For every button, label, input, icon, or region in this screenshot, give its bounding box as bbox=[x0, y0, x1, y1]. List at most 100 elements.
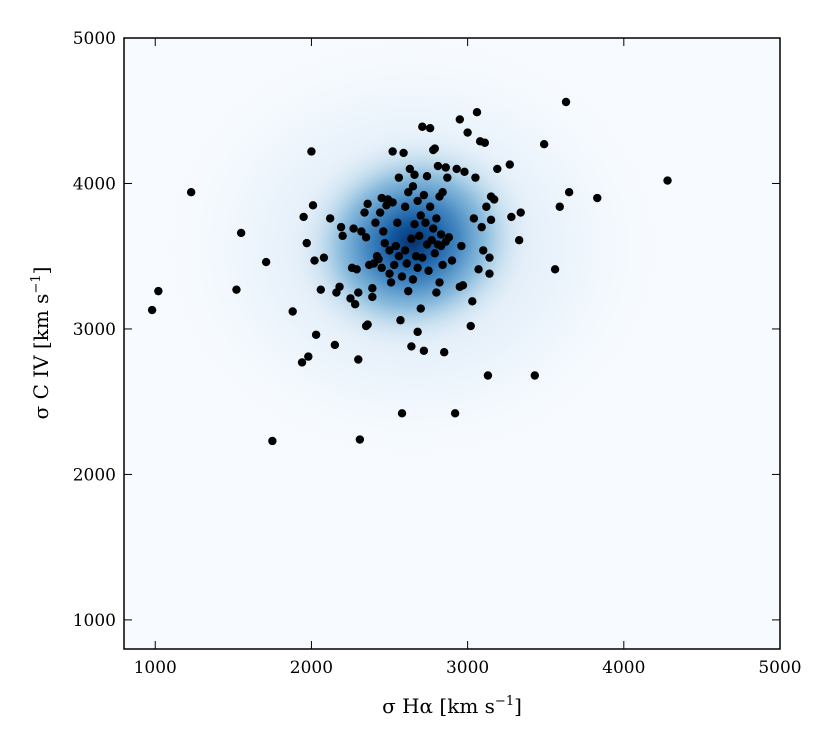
data-point bbox=[357, 227, 366, 236]
data-point bbox=[355, 435, 365, 444]
data-point bbox=[404, 188, 413, 197]
data-point bbox=[311, 330, 321, 339]
data-point bbox=[561, 97, 571, 107]
data-point bbox=[261, 257, 271, 267]
y-tick-label: 5000 bbox=[73, 29, 116, 49]
data-point bbox=[268, 436, 277, 446]
data-point bbox=[424, 266, 433, 275]
data-point bbox=[377, 263, 386, 273]
data-point bbox=[427, 236, 436, 245]
data-point bbox=[346, 294, 355, 303]
data-point bbox=[421, 218, 430, 227]
data-point bbox=[555, 202, 564, 211]
data-point bbox=[477, 222, 486, 232]
data-point bbox=[468, 297, 477, 306]
data-point bbox=[485, 269, 494, 278]
data-point bbox=[394, 173, 404, 182]
data-point bbox=[304, 352, 313, 361]
data-point bbox=[422, 172, 432, 181]
plot-area bbox=[124, 38, 780, 649]
data-point bbox=[439, 348, 449, 357]
data-point bbox=[319, 253, 329, 262]
data-point bbox=[430, 144, 440, 153]
data-point bbox=[444, 233, 454, 242]
data-point bbox=[232, 285, 241, 294]
data-point bbox=[432, 288, 441, 297]
data-point bbox=[385, 269, 394, 278]
data-point bbox=[433, 161, 443, 171]
x-tick-label: 3000 bbox=[446, 658, 489, 678]
data-point bbox=[394, 252, 404, 261]
data-point bbox=[480, 138, 489, 147]
data-point bbox=[299, 212, 308, 222]
data-point bbox=[338, 231, 347, 241]
y-axis-label: σ C IV [km s−1] bbox=[29, 267, 53, 420]
data-points bbox=[147, 97, 672, 446]
data-point bbox=[350, 300, 360, 309]
data-point bbox=[368, 284, 377, 293]
data-point bbox=[472, 107, 482, 117]
data-point bbox=[393, 218, 402, 227]
data-point bbox=[186, 188, 196, 197]
data-point bbox=[455, 115, 465, 124]
data-point bbox=[466, 321, 475, 331]
data-point bbox=[397, 272, 407, 281]
data-point bbox=[408, 182, 418, 191]
x-tick-label: 5000 bbox=[758, 658, 801, 678]
x-tick-label: 4000 bbox=[602, 658, 645, 678]
data-point bbox=[463, 128, 472, 137]
data-point bbox=[441, 163, 450, 172]
data-point bbox=[413, 263, 422, 273]
density-background bbox=[143, 38, 683, 478]
data-point bbox=[458, 281, 468, 290]
data-point bbox=[354, 355, 363, 364]
data-point bbox=[493, 164, 502, 174]
data-point bbox=[396, 316, 405, 325]
data-point bbox=[330, 340, 340, 350]
data-point bbox=[410, 220, 419, 229]
data-point bbox=[385, 246, 394, 255]
data-point bbox=[288, 307, 297, 316]
data-point bbox=[469, 214, 479, 223]
data-point bbox=[457, 241, 466, 251]
data-point bbox=[388, 147, 397, 156]
data-point bbox=[391, 241, 400, 251]
data-point bbox=[154, 286, 163, 296]
data-point bbox=[361, 233, 371, 242]
data-point bbox=[452, 164, 461, 174]
data-point bbox=[514, 236, 524, 245]
data-point bbox=[415, 231, 424, 241]
data-point bbox=[335, 282, 344, 291]
y-tick-label: 4000 bbox=[73, 174, 116, 194]
x-axis-label: σ Hα [km s−1] bbox=[382, 694, 522, 718]
data-point bbox=[379, 227, 388, 236]
data-point bbox=[147, 305, 157, 315]
x-tick-label: 2000 bbox=[290, 658, 333, 678]
data-point bbox=[419, 190, 429, 200]
data-point bbox=[325, 214, 335, 223]
data-point bbox=[349, 224, 358, 233]
data-point bbox=[447, 256, 457, 265]
data-point bbox=[418, 253, 427, 262]
y-axis-ticks: 1000 2000 3000 4000 5000 bbox=[73, 29, 780, 631]
data-point bbox=[443, 173, 452, 182]
data-point bbox=[425, 202, 435, 211]
data-point bbox=[336, 222, 346, 232]
y-tick-label: 1000 bbox=[73, 611, 116, 631]
data-point bbox=[408, 275, 418, 284]
data-point bbox=[374, 254, 383, 264]
data-point bbox=[419, 346, 429, 355]
data-point bbox=[405, 164, 415, 174]
data-point bbox=[436, 230, 446, 239]
data-point bbox=[360, 208, 369, 217]
data-point bbox=[479, 246, 488, 255]
data-point bbox=[438, 260, 447, 270]
data-point bbox=[402, 259, 411, 268]
data-point bbox=[354, 288, 363, 297]
data-point bbox=[507, 212, 516, 222]
data-point bbox=[316, 285, 325, 294]
data-point bbox=[404, 286, 413, 296]
data-point bbox=[429, 224, 438, 233]
data-point bbox=[390, 260, 399, 270]
data-point bbox=[371, 218, 380, 227]
